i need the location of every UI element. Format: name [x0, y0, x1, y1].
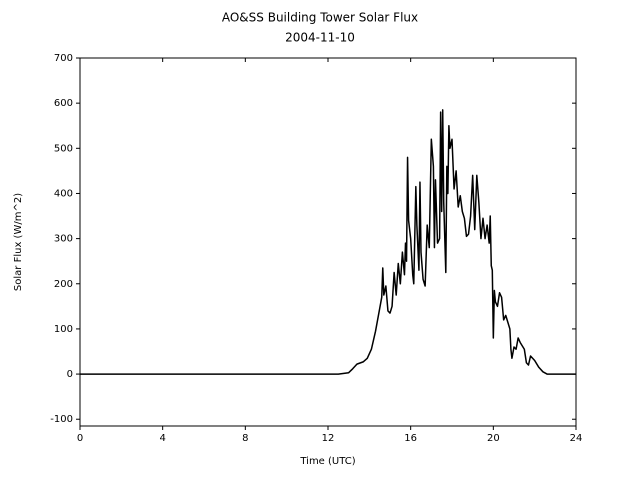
y-axis-label: Solar Flux (W/m^2) [13, 193, 24, 291]
y-tick-label: 200 [54, 279, 73, 290]
x-tick-label: 16 [404, 433, 417, 444]
x-tick-label: 4 [159, 433, 165, 444]
y-tick-label: -100 [50, 414, 73, 425]
x-tick-label: 24 [570, 433, 583, 444]
data-line [80, 109, 576, 375]
y-tick-label: 0 [67, 369, 73, 380]
x-axis-label: Time (UTC) [299, 456, 355, 467]
x-tick-label: 20 [487, 433, 500, 444]
x-tick-label: 0 [77, 433, 83, 444]
x-tick-label: 8 [242, 433, 248, 444]
chart-title: AO&SS Building Tower Solar Flux [222, 11, 418, 25]
y-tick-label: 100 [54, 324, 73, 335]
y-tick-label: 300 [54, 234, 73, 245]
chart-subtitle: 2004-11-10 [285, 31, 355, 45]
plot-frame [79, 57, 577, 427]
y-tick-label: 500 [54, 143, 73, 154]
x-tick-label: 12 [322, 433, 335, 444]
y-tick-label: 700 [54, 53, 73, 64]
y-tick-label: 400 [54, 188, 73, 199]
y-tick-label: 600 [54, 98, 73, 109]
